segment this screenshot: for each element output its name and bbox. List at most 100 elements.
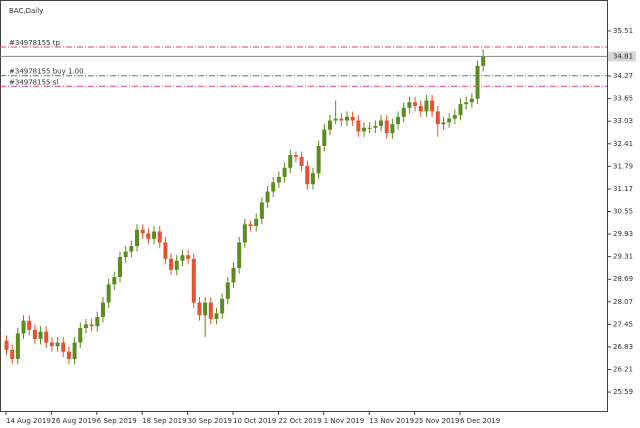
x-tick-label: 25 Nov 2019 xyxy=(415,417,460,425)
candle-body xyxy=(441,122,446,125)
candle-body xyxy=(379,120,384,126)
x-tick-label: 26 Aug 2019 xyxy=(51,417,96,425)
candle-body xyxy=(66,351,71,359)
x-tick-label: 30 Sep 2019 xyxy=(188,417,232,425)
candle-body xyxy=(435,111,440,125)
candle-body xyxy=(152,231,157,239)
y-tick-label: 27.45 xyxy=(613,320,633,328)
y-tick-label: 30.55 xyxy=(613,208,633,216)
candle-body xyxy=(469,98,474,103)
candle-body xyxy=(123,251,128,258)
y-tick-label: 31.17 xyxy=(613,185,633,193)
candle-body xyxy=(174,260,179,270)
candle-body xyxy=(61,342,66,352)
plot-frame xyxy=(0,0,608,412)
candle-body xyxy=(112,277,117,285)
candle-body xyxy=(333,118,338,121)
y-tick-label: 33.03 xyxy=(613,117,633,125)
candle-body xyxy=(310,173,315,185)
candle-body xyxy=(44,331,49,343)
candle-body xyxy=(271,182,276,192)
candle-body xyxy=(118,257,122,278)
candle-body xyxy=(299,156,304,167)
candle-body xyxy=(83,324,88,328)
candle-body xyxy=(106,284,111,303)
candle-body xyxy=(55,342,60,347)
candle-body xyxy=(95,317,100,327)
trade-level-label: #34978155 tp xyxy=(9,39,60,47)
candle-body xyxy=(367,127,372,129)
candle-body xyxy=(401,107,406,117)
y-tick-label: 31.79 xyxy=(613,162,633,170)
chart-title: BAC,Daily xyxy=(9,7,43,15)
y-tick-label: 26.21 xyxy=(613,365,633,373)
candle-body xyxy=(259,202,264,219)
x-tick-label: 18 Sep 2019 xyxy=(142,417,186,425)
candle-body xyxy=(89,324,94,327)
y-tick-label: 33.65 xyxy=(613,95,633,103)
candle-body xyxy=(475,65,480,99)
candle-body xyxy=(78,327,83,343)
y-tick-label: 28.07 xyxy=(613,298,633,306)
candle-body xyxy=(157,231,162,243)
y-tick-label: 26.83 xyxy=(613,343,633,351)
candle-body xyxy=(186,255,191,259)
candle-body xyxy=(146,233,151,239)
y-tick-label: 35.51 xyxy=(613,27,633,35)
candle-body xyxy=(129,246,134,252)
candle-body xyxy=(242,224,247,243)
candle-body xyxy=(214,313,219,319)
x-tick-label: 14 Aug 2019 xyxy=(6,417,51,425)
y-tick-label: 25.59 xyxy=(613,388,633,396)
candle-body xyxy=(362,127,367,132)
candle-body xyxy=(208,302,213,319)
candle-body xyxy=(191,258,196,303)
candle-body xyxy=(418,105,423,112)
candle-body xyxy=(345,116,349,121)
candle-body xyxy=(458,104,463,116)
price-label-box xyxy=(608,51,636,62)
candle-body xyxy=(322,129,327,146)
candle-body xyxy=(350,116,355,121)
candle-body xyxy=(390,124,395,134)
x-tick-label: 6 Dec 2019 xyxy=(460,417,500,425)
x-tick-label: 13 Nov 2019 xyxy=(369,417,414,425)
candle-body xyxy=(180,255,185,261)
candle-body xyxy=(339,118,344,121)
candle-body xyxy=(356,120,361,132)
candle-body xyxy=(481,56,486,66)
candle-body xyxy=(305,166,310,185)
candle-body xyxy=(430,100,435,112)
candle-body xyxy=(231,267,236,283)
candle-body xyxy=(100,302,105,318)
candle-body xyxy=(373,125,378,128)
candle-body xyxy=(282,167,287,177)
candle-body xyxy=(384,120,389,134)
y-tick-label: 32.41 xyxy=(613,140,633,148)
candle-body xyxy=(27,320,32,330)
candle-body xyxy=(10,349,15,359)
x-tick-label: 1 Nov 2019 xyxy=(324,417,364,425)
candle-body xyxy=(169,258,174,270)
candle-body xyxy=(4,340,9,350)
candle-body xyxy=(265,191,270,203)
candle-body xyxy=(452,115,457,119)
candle-body xyxy=(327,120,332,130)
candle-body xyxy=(464,102,469,105)
candle-body xyxy=(163,242,168,259)
candle-body xyxy=(316,145,321,174)
candle-body xyxy=(135,229,140,247)
x-tick-label: 6 Sep 2019 xyxy=(97,417,137,425)
candle-body xyxy=(447,118,452,123)
candle-body xyxy=(38,331,43,339)
candle-body xyxy=(21,320,26,334)
x-tick-label: 22 Oct 2019 xyxy=(278,417,321,425)
y-tick-label: 28.69 xyxy=(613,275,633,283)
candle-body xyxy=(276,176,281,183)
candle-body xyxy=(203,302,208,316)
candle-body xyxy=(49,342,54,347)
candle-body xyxy=(424,100,429,112)
candle-body xyxy=(407,102,412,108)
trade-level-label: #34978155 buy 1.00 xyxy=(9,68,84,76)
